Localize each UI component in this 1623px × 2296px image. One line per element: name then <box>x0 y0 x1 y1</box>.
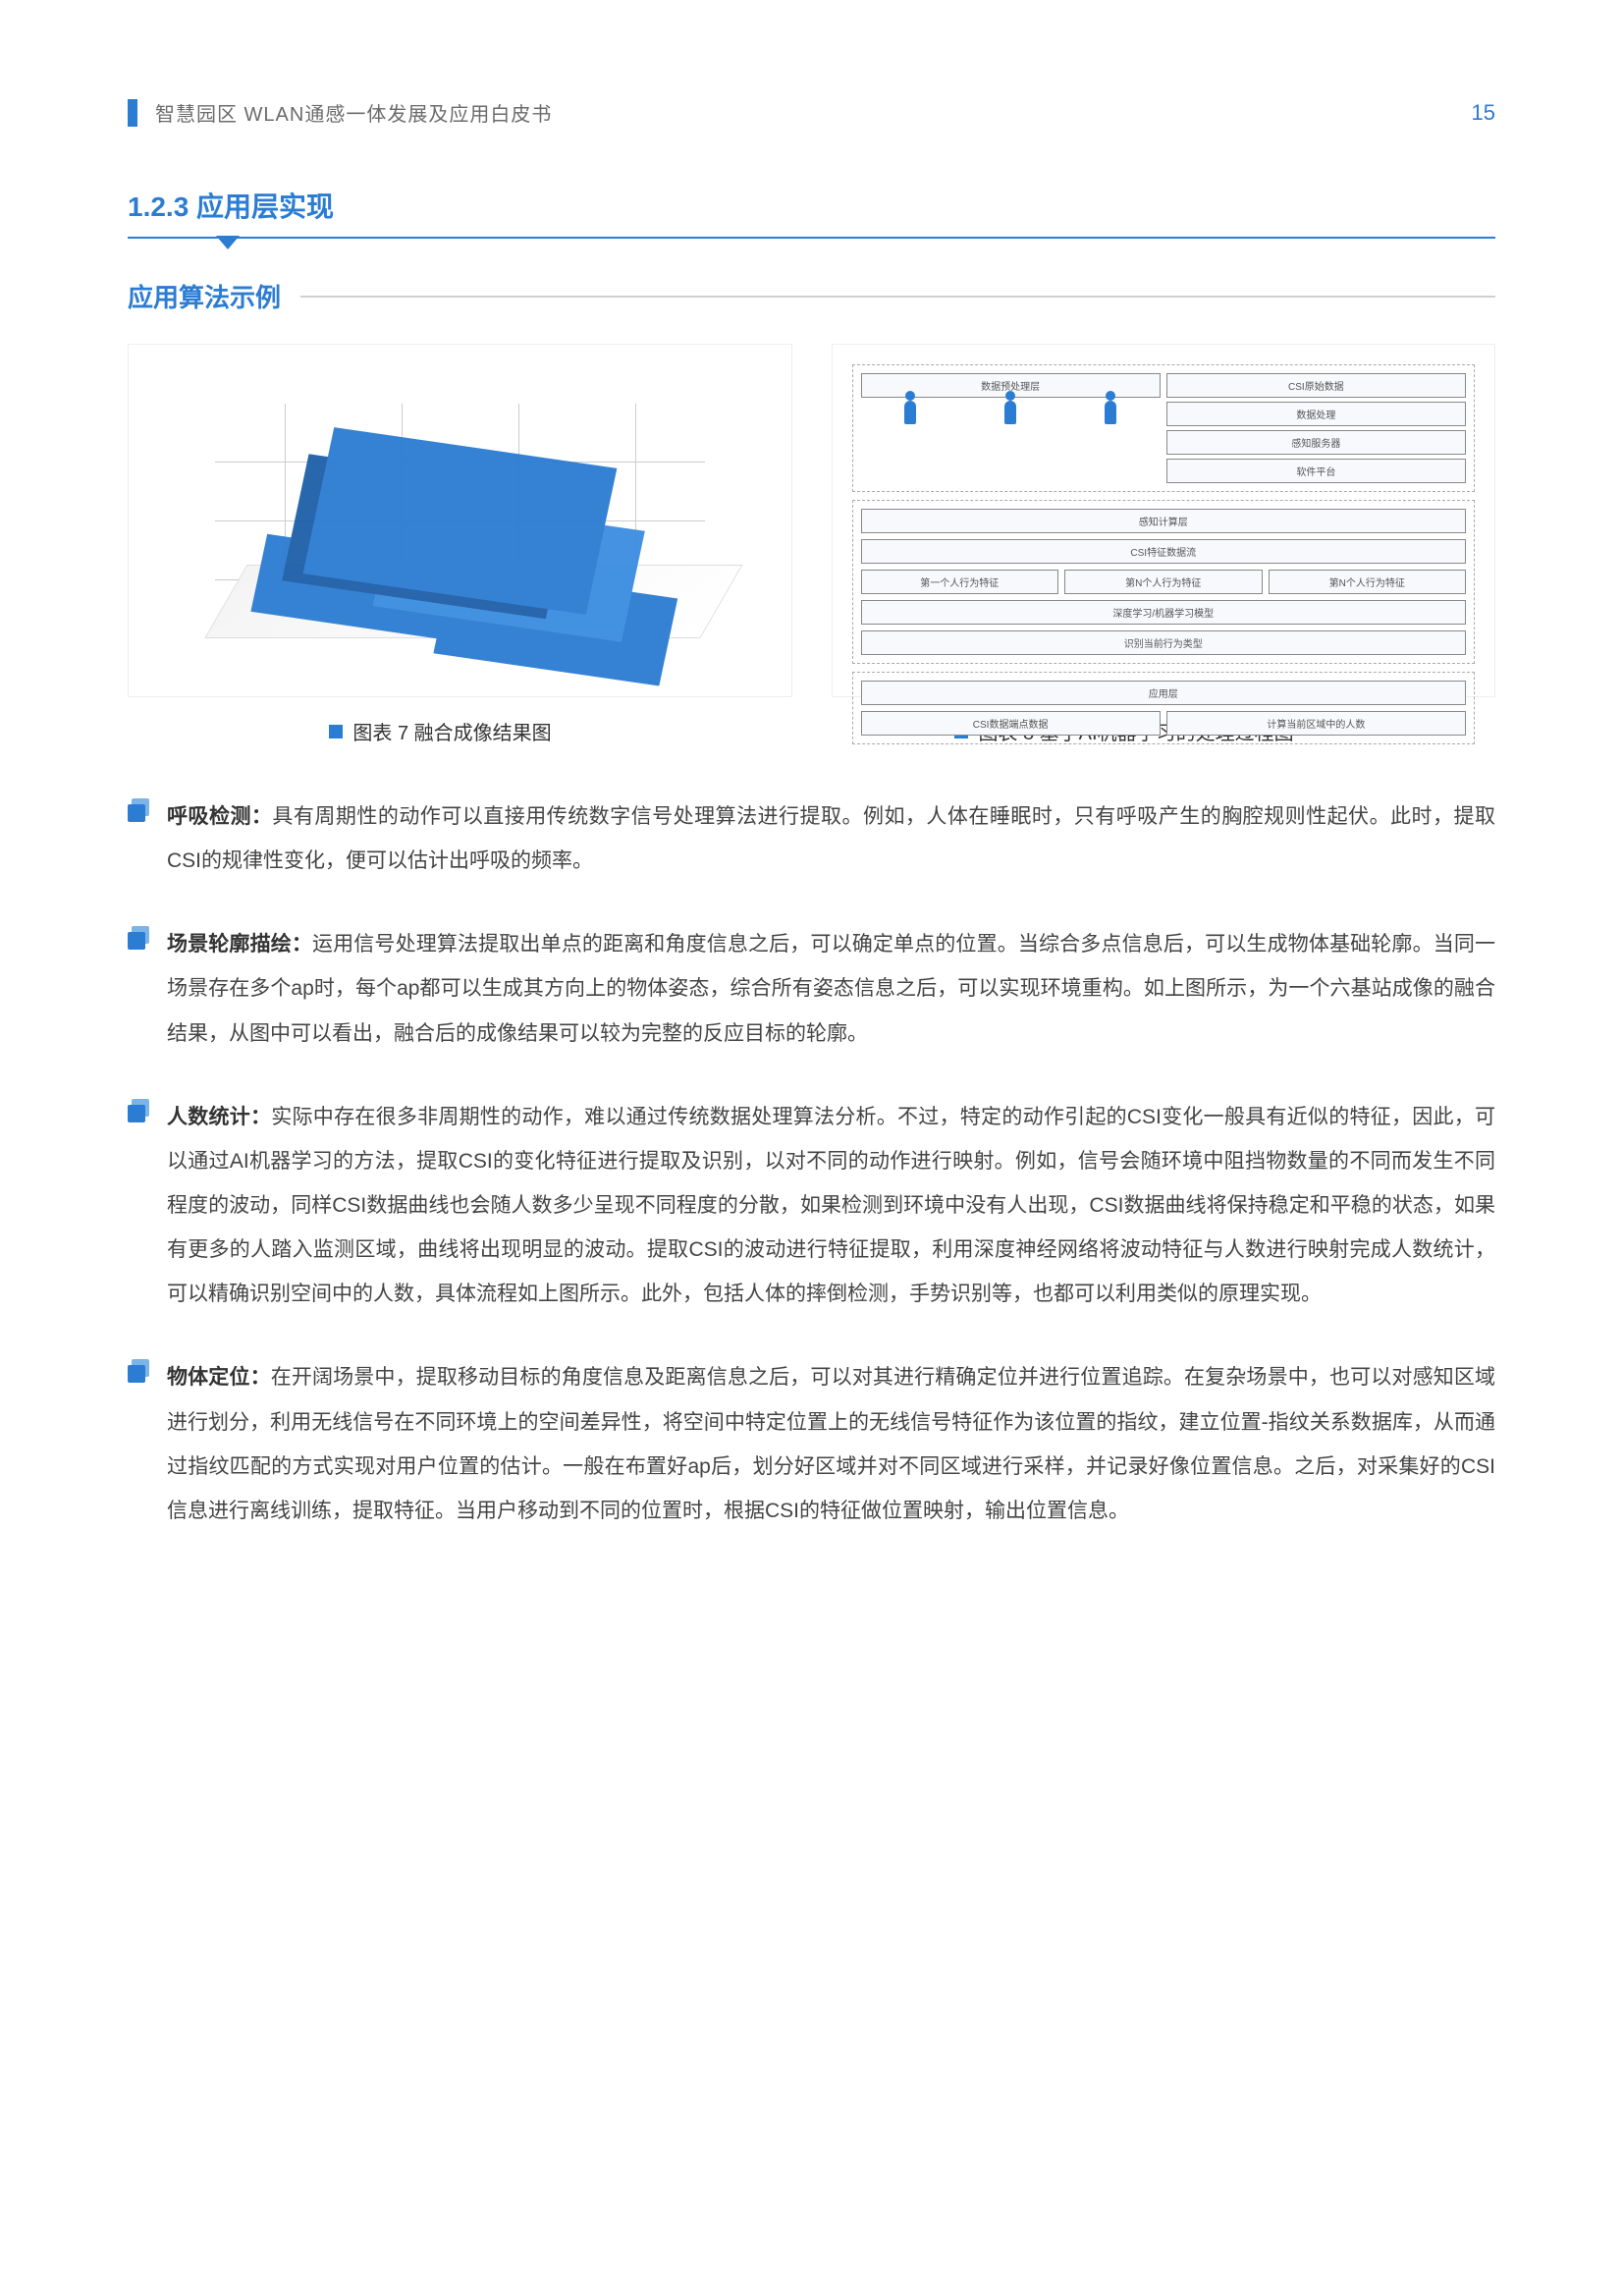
caption-marker-icon <box>329 725 343 738</box>
fig8-box: 感知计算层 <box>861 509 1467 533</box>
bullet-block: 场景轮廓描绘：运用信号处理算法提取出单点的距离和角度信息之后，可以确定单点的位置… <box>128 922 1495 1055</box>
subsection-line <box>300 296 1495 298</box>
subsection-row: 应用算法示例 <box>128 278 1495 314</box>
fig8-group-1: 数据预处理层 CSI原始数据 数据处理 感知服务器 软件平台 <box>852 364 1476 492</box>
document-title: 智慧园区 WLAN通感一体发展及应用白皮书 <box>155 98 552 127</box>
fig8-box: 数据处理 <box>1166 402 1466 426</box>
bullet-text: 呼吸检测：具有周期性的动作可以直接用传统数字信号处理算法进行提取。例如，人体在睡… <box>167 794 1495 883</box>
bullet-icon <box>128 1359 151 1383</box>
figure-8: 数据预处理层 CSI原始数据 数据处理 感知服务器 软件平台 <box>832 344 1496 697</box>
bullets-container: 呼吸检测：具有周期性的动作可以直接用传统数字信号处理算法进行提取。例如，人体在睡… <box>128 794 1495 1533</box>
bullet-block: 呼吸检测：具有周期性的动作可以直接用传统数字信号处理算法进行提取。例如，人体在睡… <box>128 794 1495 883</box>
bullet-body: 运用信号处理算法提取出单点的距离和角度信息之后，可以确定单点的位置。当综合多点信… <box>167 933 1495 1044</box>
bullet-title: 人数统计： <box>167 1106 271 1128</box>
bullet-title: 呼吸检测： <box>167 805 272 828</box>
fig8-box: 第N个人行为特征 <box>1269 570 1467 594</box>
fig8-box: 应用层 <box>861 681 1467 705</box>
fig8-group-2: 感知计算层 CSI特征数据流 第一个人行为特征 第N个人行为特征 第N个人行为特… <box>852 500 1476 664</box>
bullet-icon <box>128 926 151 950</box>
header-accent-bar <box>128 99 137 127</box>
fig8-box: CSI数据端点数据 <box>861 711 1161 736</box>
header-left: 智慧园区 WLAN通感一体发展及应用白皮书 <box>128 98 552 127</box>
section-pointer-icon <box>216 236 240 249</box>
section-heading: 1.2.3 应用层实现 <box>128 186 1495 225</box>
figure-7 <box>128 344 792 697</box>
figure-7-caption: 图表 7 融合成像结果图 <box>329 717 551 745</box>
bullet-icon <box>128 1099 151 1122</box>
subsection-title: 应用算法示例 <box>128 278 281 314</box>
bullet-body: 实际中存在很多非周期性的动作，难以通过传统数据处理算法分析。不过，特定的动作引起… <box>167 1106 1495 1306</box>
page-header: 智慧园区 WLAN通感一体发展及应用白皮书 15 <box>128 98 1495 127</box>
people-icon <box>861 398 1161 427</box>
fig8-box: 深度学习/机器学习模型 <box>861 600 1467 625</box>
bullet-title: 物体定位： <box>167 1366 271 1389</box>
figure-7-content <box>168 374 752 667</box>
bullet-icon <box>128 798 151 822</box>
bullet-block: 物体定位：在开阔场景中，提取移动目标的角度信息及距离信息之后，可以对其进行精确定… <box>128 1355 1495 1533</box>
fig8-group-3: 应用层 CSI数据端点数据 计算当前区域中的人数 <box>852 672 1476 744</box>
fig8-box: 第N个人行为特征 <box>1064 570 1263 594</box>
fig8-box: CSI原始数据 <box>1166 373 1466 398</box>
fig8-box: 感知服务器 <box>1166 430 1466 455</box>
bullet-title: 场景轮廓描绘： <box>167 933 312 956</box>
bullet-body: 具有周期性的动作可以直接用传统数字信号处理算法进行提取。例如，人体在睡眠时，只有… <box>167 805 1495 872</box>
bullet-text: 场景轮廓描绘：运用信号处理算法提取出单点的距离和角度信息之后，可以确定单点的位置… <box>167 922 1495 1055</box>
section-underline <box>128 237 1495 239</box>
figure-8-content: 数据预处理层 CSI原始数据 数据处理 感知服务器 软件平台 <box>852 364 1476 677</box>
fig8-box: 第一个人行为特征 <box>861 570 1059 594</box>
fig8-box: 计算当前区域中的人数 <box>1166 711 1466 736</box>
bullet-text: 人数统计：实际中存在很多非周期性的动作，难以通过传统数据处理算法分析。不过，特定… <box>167 1095 1495 1317</box>
bullet-block: 人数统计：实际中存在很多非周期性的动作，难以通过传统数据处理算法分析。不过，特定… <box>128 1095 1495 1317</box>
fig8-box: 识别当前行为类型 <box>861 630 1467 655</box>
fig8-box: 软件平台 <box>1166 459 1466 483</box>
page-number: 15 <box>1472 100 1495 126</box>
fig8-box: CSI特征数据流 <box>861 539 1467 564</box>
figures-row: 数据预处理层 CSI原始数据 数据处理 感知服务器 软件平台 <box>128 344 1495 697</box>
bullet-text: 物体定位：在开阔场景中，提取移动目标的角度信息及距离信息之后，可以对其进行精确定… <box>167 1355 1495 1533</box>
caption-text: 图表 7 融合成像结果图 <box>352 717 551 745</box>
bullet-body: 在开阔场景中，提取移动目标的角度信息及距离信息之后，可以对其进行精确定位并进行位… <box>167 1366 1495 1521</box>
